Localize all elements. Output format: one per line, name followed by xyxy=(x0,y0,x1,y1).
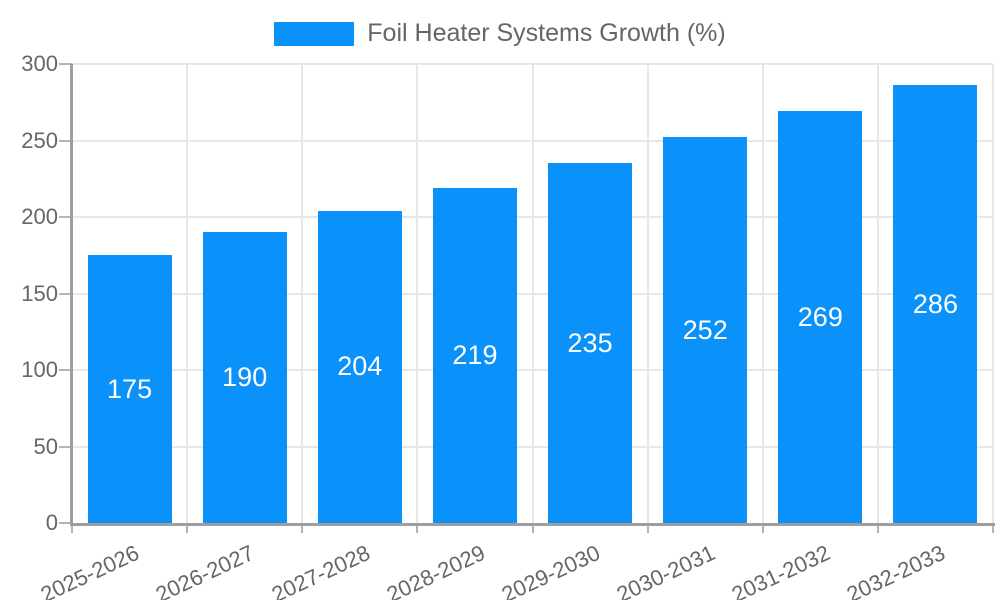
legend-swatch xyxy=(274,21,355,46)
x-axis-label-2027-2028: 2027-2028 xyxy=(267,540,374,600)
bar-2027-2028[interactable]: 204 xyxy=(317,210,402,523)
x-tick-2 xyxy=(301,523,304,533)
x-axis-line xyxy=(70,523,995,526)
bar-2029-2030[interactable]: 235 xyxy=(548,163,633,523)
gridline-x-4 xyxy=(531,64,534,523)
y-axis-label-300: 300 xyxy=(21,51,58,76)
gridline-x-5 xyxy=(646,64,649,523)
y-axis-label-200: 200 xyxy=(21,204,58,229)
y-axis-label-150: 150 xyxy=(21,280,58,306)
y-axis-label-100: 100 xyxy=(21,357,58,382)
y-tick-200 xyxy=(59,216,72,218)
x-tick-0 xyxy=(71,523,73,533)
x-axis-label-2031-2032: 2031-2032 xyxy=(727,540,834,600)
legend[interactable]: Foil Heater Systems Growth (%) xyxy=(0,19,1000,48)
bar-2032-2033[interactable]: 286 xyxy=(893,85,978,523)
bar-2031-2032[interactable]: 269 xyxy=(778,111,863,523)
bar-2028-2029[interactable]: 219 xyxy=(432,187,517,523)
y-axis-label-250: 250 xyxy=(21,127,58,153)
x-tick-7 xyxy=(876,523,879,533)
y-tick-0 xyxy=(59,522,72,524)
x-tick-3 xyxy=(416,523,419,533)
gridline-x-7 xyxy=(876,64,879,523)
bar-value-label: 286 xyxy=(912,288,958,319)
bar-value-label: 190 xyxy=(222,362,268,393)
y-axis-label-0: 0 xyxy=(45,510,58,535)
gridline-x-8 xyxy=(992,64,994,523)
x-axis-label-2032-2033: 2032-2033 xyxy=(843,540,950,600)
gridline-x-3 xyxy=(416,64,419,523)
bar-2026-2027[interactable]: 190 xyxy=(202,232,287,523)
bar-2025-2026[interactable]: 175 xyxy=(87,255,172,523)
gridline-x-2 xyxy=(301,64,304,523)
y-tick-50 xyxy=(59,445,72,448)
bar-value-label: 269 xyxy=(797,301,843,332)
x-axis-label-2028-2029: 2028-2029 xyxy=(382,540,489,600)
x-axis-label-2030-2031: 2030-2031 xyxy=(612,540,719,600)
x-tick-4 xyxy=(531,523,534,533)
x-axis-label-2025-2026: 2025-2026 xyxy=(37,540,144,600)
bar-value-label: 252 xyxy=(682,314,728,345)
x-tick-1 xyxy=(186,523,189,533)
x-axis-label-2026-2027: 2026-2027 xyxy=(152,540,259,600)
y-axis-label-50: 50 xyxy=(33,433,58,459)
y-tick-150 xyxy=(59,292,72,295)
y-tick-300 xyxy=(59,63,72,65)
y-tick-250 xyxy=(59,139,72,142)
bar-value-label: 219 xyxy=(452,339,498,370)
bar-value-label: 235 xyxy=(567,327,613,358)
bar-2030-2031[interactable]: 252 xyxy=(663,137,748,523)
x-axis-label-2029-2030: 2029-2030 xyxy=(497,540,604,600)
x-tick-6 xyxy=(761,523,764,533)
x-tick-5 xyxy=(646,523,649,533)
bar-value-label: 204 xyxy=(337,351,383,382)
gridline-x-6 xyxy=(761,64,764,523)
bar-value-label: 175 xyxy=(107,373,153,404)
gridline-x-1 xyxy=(186,64,189,523)
x-tick-8 xyxy=(992,523,994,533)
legend-label: Foil Heater Systems Growth (%) xyxy=(367,19,726,47)
y-axis-line xyxy=(70,64,73,523)
y-tick-100 xyxy=(59,369,72,371)
